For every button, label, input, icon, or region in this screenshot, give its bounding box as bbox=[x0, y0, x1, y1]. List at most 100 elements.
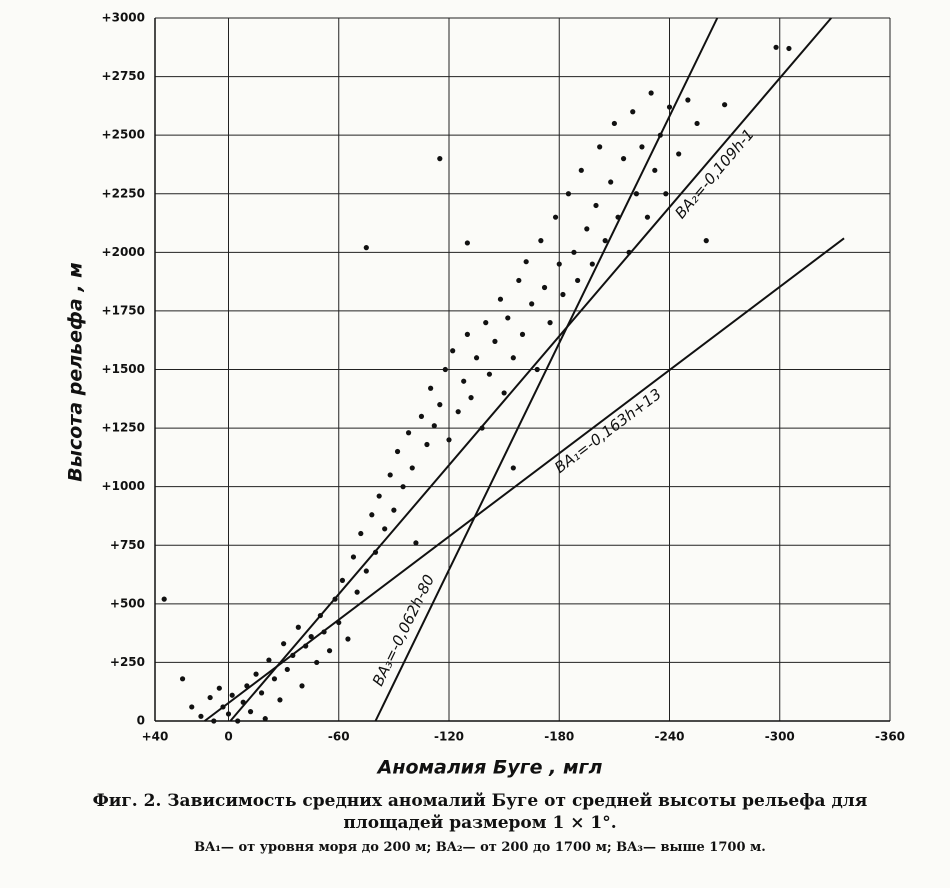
chart-subtitle: BA₁— от уровня моря до 200 м; BA₂— от 20… bbox=[194, 840, 766, 855]
point bbox=[556, 261, 562, 267]
y-tick-label: +2000 bbox=[102, 245, 145, 259]
point bbox=[314, 659, 320, 666]
point bbox=[376, 493, 382, 499]
point bbox=[468, 395, 474, 401]
y-tick-label: +2750 bbox=[102, 69, 145, 83]
point bbox=[189, 704, 195, 710]
point bbox=[497, 296, 504, 302]
point bbox=[552, 214, 559, 220]
x-tick-label: -120 bbox=[434, 730, 464, 744]
y-tick-label: +500 bbox=[110, 596, 145, 610]
y-tick-label: +1750 bbox=[102, 303, 145, 317]
y-tick-label: +2250 bbox=[102, 186, 145, 200]
point bbox=[235, 718, 241, 724]
y-tick-label: +250 bbox=[110, 655, 145, 669]
point bbox=[464, 240, 470, 246]
line-label: BA₂=-0,109h-1 bbox=[671, 125, 757, 222]
point bbox=[589, 261, 595, 267]
y-axis-label: Высота рельефа , м bbox=[65, 262, 87, 481]
point bbox=[413, 540, 419, 546]
point bbox=[694, 120, 700, 127]
point bbox=[786, 45, 792, 52]
point bbox=[676, 151, 682, 157]
point bbox=[571, 249, 577, 255]
point bbox=[703, 238, 709, 244]
y-tick-label: +2500 bbox=[102, 128, 145, 142]
point bbox=[363, 245, 369, 251]
point bbox=[633, 191, 640, 197]
chart-title: Фиг. 2. Зависимость средних аномалий Буг… bbox=[92, 791, 868, 833]
y-tick-label: 0 bbox=[137, 714, 145, 728]
point bbox=[369, 512, 375, 518]
point bbox=[630, 109, 636, 115]
point bbox=[363, 568, 369, 574]
point bbox=[229, 692, 235, 698]
point bbox=[455, 409, 461, 415]
point bbox=[541, 284, 548, 291]
chart: Аномалия Буге , мгл Высота рельефа , м +… bbox=[65, 11, 906, 779]
point bbox=[225, 711, 232, 717]
point bbox=[611, 120, 617, 127]
point bbox=[216, 685, 222, 691]
y-tick-label: +3000 bbox=[102, 11, 145, 25]
fit-line bbox=[374, 17, 719, 722]
point bbox=[547, 320, 553, 326]
point bbox=[284, 666, 290, 673]
point bbox=[358, 530, 364, 537]
point bbox=[354, 589, 360, 595]
point bbox=[179, 676, 186, 682]
point bbox=[308, 634, 314, 640]
point bbox=[277, 697, 283, 703]
point bbox=[391, 507, 397, 513]
point bbox=[534, 366, 540, 373]
point bbox=[207, 694, 213, 701]
point bbox=[437, 402, 443, 408]
point bbox=[161, 596, 167, 602]
point bbox=[464, 331, 470, 337]
point bbox=[326, 648, 333, 654]
point bbox=[529, 301, 535, 307]
fit-line bbox=[229, 17, 832, 722]
x-tick-label: -180 bbox=[544, 730, 574, 744]
point bbox=[295, 624, 301, 630]
point bbox=[597, 144, 603, 150]
point bbox=[253, 671, 259, 677]
point bbox=[473, 355, 480, 361]
point bbox=[382, 526, 388, 532]
point bbox=[565, 191, 572, 197]
point bbox=[483, 320, 489, 326]
y-tick-label: +1000 bbox=[102, 479, 145, 493]
point bbox=[345, 636, 351, 642]
point bbox=[198, 713, 204, 719]
x-tick-label: -60 bbox=[328, 730, 350, 744]
y-tick-label: +750 bbox=[110, 538, 145, 552]
point bbox=[405, 430, 412, 436]
y-tick-label: +1250 bbox=[102, 421, 145, 435]
point bbox=[431, 423, 437, 429]
x-axis-label: Аномалия Буге , мгл bbox=[376, 757, 603, 779]
x-tick-label: 0 bbox=[224, 730, 232, 744]
point bbox=[247, 709, 254, 715]
point bbox=[446, 437, 452, 443]
x-tick-label: -360 bbox=[875, 730, 905, 744]
point bbox=[575, 277, 581, 284]
point bbox=[510, 355, 516, 361]
point bbox=[644, 214, 651, 220]
point bbox=[394, 448, 401, 455]
point bbox=[620, 156, 627, 162]
point bbox=[666, 104, 673, 110]
point bbox=[442, 366, 448, 373]
point bbox=[523, 259, 529, 265]
point bbox=[584, 226, 590, 232]
point bbox=[648, 90, 654, 96]
point bbox=[578, 167, 584, 173]
point bbox=[281, 641, 287, 647]
point bbox=[560, 291, 566, 298]
point bbox=[608, 179, 614, 185]
point bbox=[685, 97, 691, 103]
point bbox=[428, 385, 434, 391]
caption: Фиг. 2. Зависимость средних аномалий Буг… bbox=[20, 790, 940, 855]
point bbox=[339, 577, 346, 584]
point bbox=[424, 441, 430, 448]
point bbox=[516, 277, 522, 284]
